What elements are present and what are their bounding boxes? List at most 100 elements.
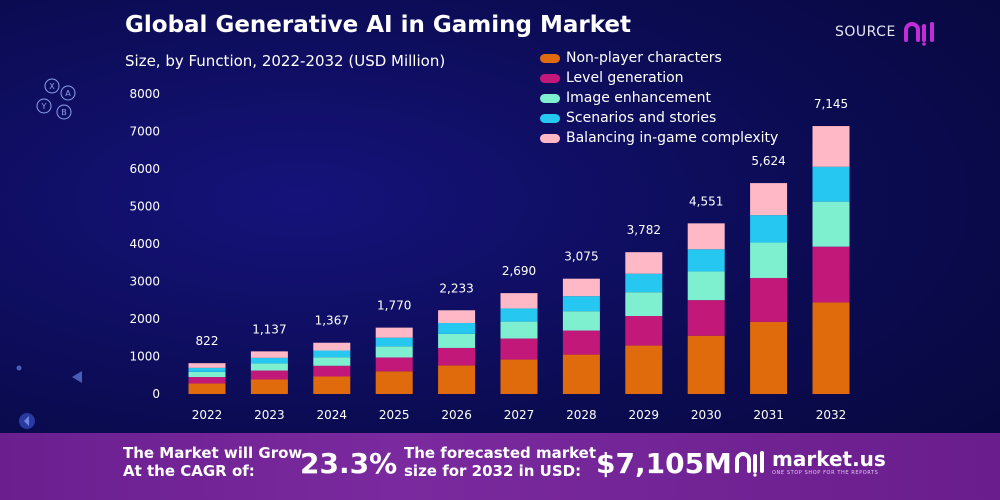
x-tick-label: 2030 <box>691 408 722 422</box>
bar-segment <box>687 300 725 336</box>
bar-segment <box>313 376 351 394</box>
bar-segment <box>812 166 850 202</box>
legend-swatch <box>540 133 560 143</box>
stacked-bar-chart: 0 1000 2000 3000 4000 5000 6000 7000 8000 822 2022… <box>129 87 850 422</box>
bar-segment <box>313 365 351 377</box>
y-tick-label: 5000 <box>129 200 160 214</box>
source-label: SOURCE <box>835 24 896 40</box>
bar-segment <box>188 363 226 368</box>
y-tick-label: 0 <box>152 387 160 401</box>
bar-segment <box>812 302 850 394</box>
legend-label: Balancing in-game complexity <box>566 130 779 146</box>
gamepad-buttons-icon: X A Y B <box>36 78 76 120</box>
svg-text:A: A <box>65 89 71 98</box>
data-label: 7,145 <box>814 97 848 111</box>
bar-segment <box>500 321 538 339</box>
data-label: 1,367 <box>315 314 349 328</box>
legend-swatch <box>540 113 560 123</box>
data-label: 3,075 <box>564 250 598 264</box>
bar-segment <box>438 310 476 324</box>
bar-segment <box>687 223 725 250</box>
bar-segment <box>375 346 413 358</box>
forecast-text-line1: The forecasted market <box>404 444 597 462</box>
bar-segment <box>625 316 663 346</box>
bar-segment <box>438 323 476 334</box>
bar-segment <box>375 357 413 372</box>
x-tick-label: 2022 <box>192 408 223 422</box>
forecast-value: $7,105M <box>596 447 732 480</box>
legend-label: Image enhancement <box>566 90 712 106</box>
bar-segment <box>812 201 850 247</box>
cagr-text-line2: At the CAGR of: <box>123 462 255 480</box>
footer-banner: The Market will Grow At the CAGR of: 23.… <box>0 433 1000 500</box>
svg-text:Y: Y <box>41 102 47 111</box>
bar-segment <box>313 357 351 366</box>
bar-segment <box>188 371 226 378</box>
bar-segment <box>750 242 788 278</box>
page-title: Global Generative AI in Gaming Market <box>125 12 631 38</box>
bar-segment <box>750 215 788 243</box>
market-us-logo-icon <box>735 451 764 477</box>
source-badge: SOURCE <box>835 18 940 46</box>
x-tick-label: 2029 <box>629 408 660 422</box>
forecast-text-line2: size for 2032 in USD: <box>404 462 582 480</box>
data-label: 2,690 <box>502 264 536 278</box>
legend-swatch <box>540 93 560 103</box>
source-logo-icon <box>903 22 934 46</box>
cagr-text: The Market will Grow At the CAGR of: <box>123 444 302 480</box>
x-tick-label: 2032 <box>816 408 847 422</box>
bar-segment <box>500 308 538 322</box>
data-label: 4,551 <box>689 194 723 208</box>
bar-segment <box>750 321 788 394</box>
bar-segment <box>562 278 600 297</box>
bar-segment <box>500 293 538 309</box>
bar-segment <box>313 350 351 358</box>
bar-segment <box>250 351 288 358</box>
legend-swatch <box>540 53 560 63</box>
bar-segment <box>188 377 226 384</box>
bar-segment <box>250 370 288 380</box>
y-tick-label: 1000 <box>129 350 160 364</box>
x-tick-label: 2028 <box>566 408 597 422</box>
bar-segment <box>250 357 288 364</box>
brand-name: market.us <box>772 447 886 471</box>
bar-segment <box>687 271 725 301</box>
bar-segment <box>375 337 413 347</box>
bar-segment <box>250 363 288 371</box>
cagr-text-line1: The Market will Grow <box>123 444 303 462</box>
bar-segment <box>500 338 538 360</box>
bar-segment <box>375 371 413 394</box>
bar-segment <box>562 311 600 331</box>
legend-label: Scenarios and stories <box>566 110 717 126</box>
bar-segment <box>750 277 788 322</box>
bar-segment <box>188 367 226 372</box>
bar-segment <box>438 365 476 394</box>
svg-text:B: B <box>61 108 67 117</box>
chart-legend: Non-player characters Level generation Ima… <box>540 48 778 148</box>
bar-segment <box>625 292 663 316</box>
page-subtitle: Size, by Function, 2022-2032 (USD Millio… <box>125 52 446 70</box>
bar-segment <box>562 330 600 355</box>
x-tick-label: 2023 <box>254 408 285 422</box>
x-tick-label: 2025 <box>379 408 410 422</box>
bar-segment <box>562 354 600 394</box>
svg-text:X: X <box>49 82 55 91</box>
y-tick-label: 4000 <box>129 237 160 251</box>
data-label: 2,233 <box>439 281 473 295</box>
triangle-icon <box>72 371 82 383</box>
legend-label: Level generation <box>566 70 684 86</box>
data-label: 822 <box>196 334 219 348</box>
y-tick-label: 2000 <box>129 312 160 326</box>
bar-segment <box>562 296 600 312</box>
forecast-text: The forecasted market size for 2032 in U… <box>404 444 596 480</box>
dot-icon <box>16 365 22 371</box>
bar-segment <box>687 335 725 394</box>
bar-segment <box>625 345 663 394</box>
legend-item: Non-player characters <box>540 48 778 68</box>
legend-item: Image enhancement <box>540 88 778 108</box>
legend-item: Scenarios and stories <box>540 108 778 128</box>
y-tick-label: 7000 <box>129 125 160 139</box>
brand-tagline: ONE STOP SHOP FOR THE REPORTS <box>772 470 879 476</box>
bar-segment <box>500 359 538 394</box>
